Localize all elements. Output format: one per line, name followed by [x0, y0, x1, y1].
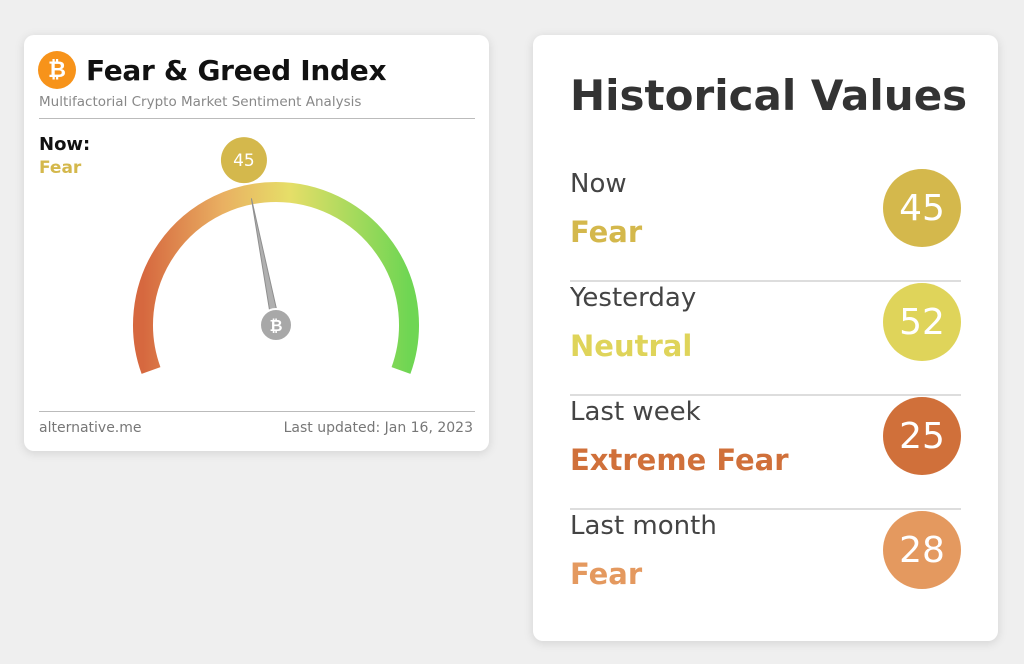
last-updated: Last updated: Jan 16, 2023 [283, 420, 473, 436]
history-row-last-month: Last month Fear 28 [570, 511, 961, 624]
widget-subtitle: Multifactorial Crypto Market Sentiment A… [39, 94, 362, 110]
row-value-badge: 28 [883, 511, 961, 589]
fear-greed-widget: ₿ Fear & Greed Index Multifactorial Cryp… [24, 35, 489, 451]
source-link[interactable]: alternative.me [39, 420, 142, 436]
value-bubble [220, 137, 267, 184]
row-label: Last month [570, 511, 717, 541]
footer-divider [39, 411, 475, 412]
history-row-last-week: Last week Extreme Fear 25 [570, 397, 961, 510]
bitcoin-icon: ₿ [38, 51, 76, 89]
gauge-needle [250, 198, 281, 327]
row-value-badge: 45 [883, 169, 961, 247]
needle-bitcoin-icon: ₿ [269, 316, 282, 335]
gauge-value: 45 [233, 151, 255, 171]
row-value-badge: 25 [883, 397, 961, 475]
header-divider [39, 118, 475, 119]
now-label: Now: [39, 134, 91, 155]
row-label: Now [570, 169, 627, 199]
row-label: Last week [570, 397, 701, 427]
row-classification: Fear [570, 557, 643, 591]
row-divider [570, 508, 961, 510]
panel-title: Historical Values [570, 71, 968, 120]
historical-values-panel: Historical Values Now Fear 45 Yesterday … [533, 35, 998, 641]
now-classification: Fear [39, 158, 82, 178]
sentiment-gauge: ₿ 45 [133, 137, 419, 374]
row-classification: Extreme Fear [570, 443, 789, 477]
history-row-now: Now Fear 45 [570, 169, 961, 282]
widget-header: ₿ Fear & Greed Index [38, 51, 387, 89]
row-divider [570, 280, 961, 282]
row-classification: Fear [570, 215, 643, 249]
needle-hub [259, 308, 293, 342]
row-label: Yesterday [570, 283, 697, 313]
row-divider [570, 394, 961, 396]
gauge-arc [133, 182, 419, 374]
history-row-yesterday: Yesterday Neutral 52 [570, 283, 961, 396]
row-classification: Neutral [570, 329, 693, 363]
row-value-badge: 52 [883, 283, 961, 361]
widget-title: Fear & Greed Index [86, 53, 387, 87]
